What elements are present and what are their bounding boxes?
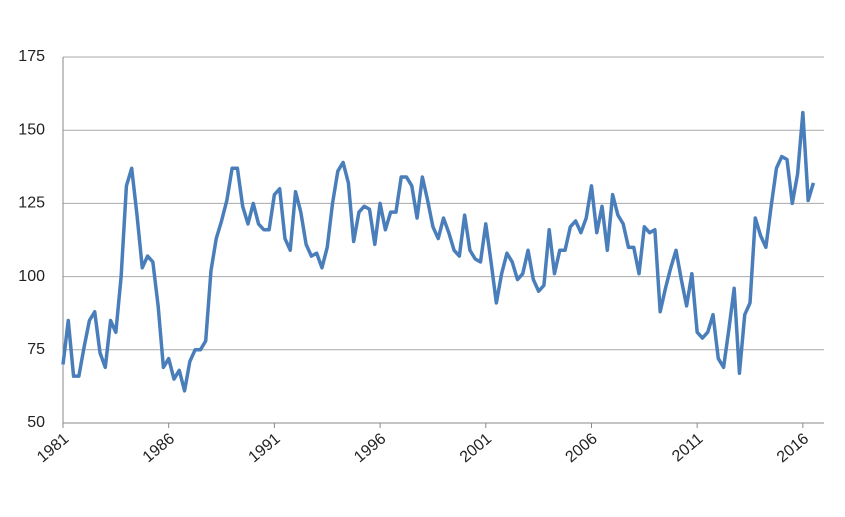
x-tick-label: 2016	[774, 430, 812, 466]
x-tick-label: 2001	[457, 430, 495, 466]
x-tick-label: 1991	[245, 430, 283, 466]
x-tick-label: 2011	[669, 430, 706, 465]
y-tick-label: 100	[18, 268, 45, 285]
y-tick-label: 50	[27, 414, 45, 431]
y-tick-label: 125	[18, 195, 45, 212]
x-tick-label: 1986	[140, 430, 178, 466]
y-tick-label: 175	[18, 48, 45, 65]
x-tick-label: 2006	[563, 430, 601, 466]
y-tick-label: 150	[18, 121, 45, 138]
y-tick-label: 75	[27, 341, 45, 358]
x-tick-label: 1981	[34, 430, 72, 466]
data-line	[61, 110, 816, 393]
x-tick-label: 1996	[351, 430, 389, 466]
